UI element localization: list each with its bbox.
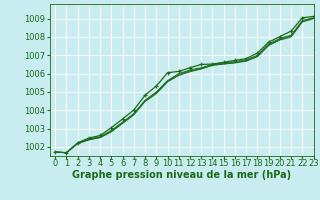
X-axis label: Graphe pression niveau de la mer (hPa): Graphe pression niveau de la mer (hPa): [72, 170, 291, 180]
